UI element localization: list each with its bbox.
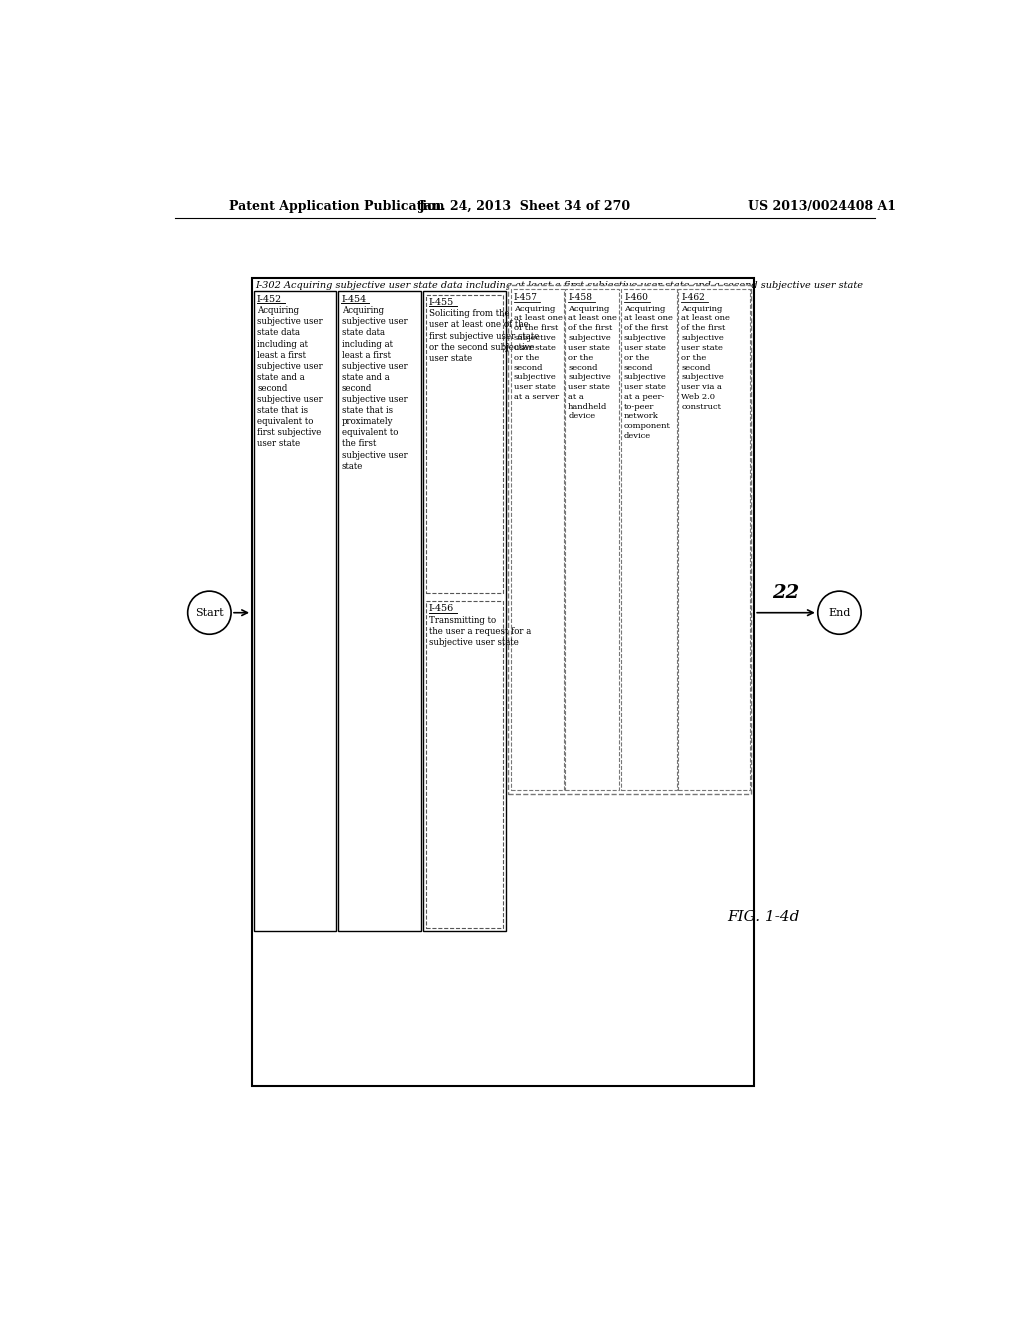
Text: Acquiring
at least one
of the first
subjective
user state
or the
second
subjecti: Acquiring at least one of the first subj…: [514, 305, 563, 401]
Circle shape: [187, 591, 231, 635]
Text: I-302 Acquiring subjective user state data including at least a first subjective: I-302 Acquiring subjective user state da…: [255, 281, 863, 290]
Text: 22: 22: [772, 585, 800, 602]
Text: I-462: I-462: [681, 293, 706, 302]
Bar: [252, 277, 755, 1086]
Text: Transmitting to
the user a request for a
subjective user state: Transmitting to the user a request for a…: [429, 615, 531, 647]
Bar: [508, 285, 751, 793]
Text: US 2013/0024408 A1: US 2013/0024408 A1: [748, 199, 896, 213]
Bar: [565, 289, 620, 789]
Bar: [621, 289, 677, 789]
Text: Soliciting from the
user at least one of the
first subjective user state
or the : Soliciting from the user at least one of…: [429, 309, 539, 363]
Text: I-455: I-455: [429, 298, 454, 306]
Text: I-456: I-456: [429, 605, 454, 614]
Bar: [254, 290, 337, 932]
Bar: [678, 289, 750, 789]
Text: Start: Start: [195, 607, 223, 618]
Text: End: End: [828, 607, 851, 618]
Text: Acquiring
subjective user
state data
including at
least a first
subjective user
: Acquiring subjective user state data inc…: [257, 306, 324, 449]
Text: I-460: I-460: [624, 293, 648, 302]
Text: I-454: I-454: [341, 294, 367, 304]
Text: I-457: I-457: [514, 293, 538, 302]
Text: Acquiring
at least one
of the first
subjective
user state
or the
second
subjecti: Acquiring at least one of the first subj…: [624, 305, 673, 440]
Circle shape: [818, 591, 861, 635]
Text: Patent Application Publication: Patent Application Publication: [228, 199, 444, 213]
Text: I-458: I-458: [568, 293, 592, 302]
Text: Acquiring
subjective user
state data
including at
least a first
subjective user
: Acquiring subjective user state data inc…: [342, 306, 408, 471]
Bar: [423, 290, 506, 932]
Bar: [511, 289, 563, 789]
Bar: [338, 290, 421, 932]
Bar: [426, 294, 503, 594]
Text: FIG. 1-4d: FIG. 1-4d: [727, 909, 800, 924]
Bar: [426, 601, 503, 928]
Text: Acquiring
at least one
of the first
subjective
user state
or the
second
subjecti: Acquiring at least one of the first subj…: [681, 305, 730, 411]
Text: Acquiring
at least one
of the first
subjective
user state
or the
second
subjecti: Acquiring at least one of the first subj…: [568, 305, 617, 421]
Text: Jan. 24, 2013  Sheet 34 of 270: Jan. 24, 2013 Sheet 34 of 270: [419, 199, 631, 213]
Text: I-452: I-452: [257, 294, 282, 304]
